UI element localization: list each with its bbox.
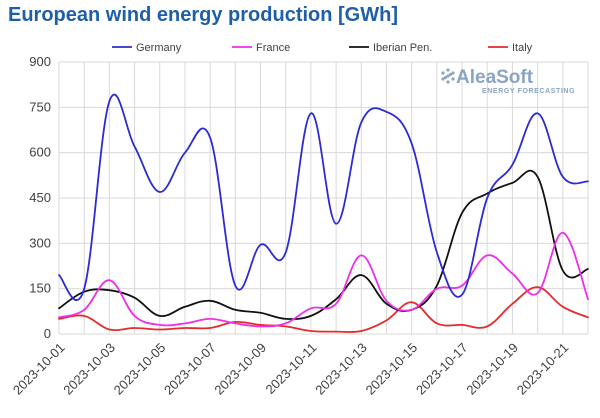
x-tick-label: 2023-10-05	[111, 340, 169, 398]
series-line-france	[58, 231, 589, 328]
logo-dot	[451, 71, 455, 75]
logo-dot	[446, 80, 450, 84]
y-tick-label: 300	[29, 235, 51, 250]
y-tick-label: 600	[29, 145, 51, 160]
x-tick-label: 2023-10-09	[211, 340, 269, 398]
logo-dot	[441, 77, 445, 81]
y-tick-label: 150	[29, 281, 51, 296]
logo-dot	[441, 71, 445, 75]
logo-dot	[451, 77, 455, 81]
y-tick-label: 750	[29, 99, 51, 114]
x-axis-ticks: 2023-10-012023-10-032023-10-052023-10-07…	[10, 340, 571, 398]
x-tick-label: 2023-10-03	[60, 340, 118, 398]
logo-dot	[448, 72, 453, 77]
y-axis-ticks: 0 150 300 450 600 750 900	[29, 54, 51, 341]
y-tick-label: 0	[44, 326, 51, 341]
logo-dot	[443, 75, 448, 80]
x-tick-label: 2023-10-21	[514, 340, 572, 398]
x-tick-label: 2023-10-11	[263, 340, 320, 397]
logo-brand: AleaSoft	[456, 67, 534, 88]
logo-tagline: ENERGY FORECASTING	[482, 88, 575, 95]
x-tick-label: 2023-10-07	[161, 340, 219, 398]
series-lines	[58, 93, 589, 333]
x-tick-label: 2023-10-15	[363, 340, 421, 398]
logo-dot	[446, 74, 450, 78]
legend-label: Germany	[136, 42, 182, 54]
legend-label: Iberian Pen.	[373, 42, 432, 54]
x-tick-label: 2023-10-13	[312, 340, 370, 398]
y-tick-label: 900	[29, 54, 51, 69]
logo-dot	[446, 68, 450, 72]
series-line-germany	[58, 93, 589, 301]
x-tick-label: 2023-10-17	[413, 340, 471, 398]
legend: Germany France Iberian Pen. Italy	[112, 42, 533, 54]
legend-label: France	[256, 42, 290, 54]
x-tick-label: 2023-10-19	[463, 340, 521, 398]
x-tick-label: 2023-10-01	[10, 340, 68, 398]
series-line-iberian-pen	[58, 169, 589, 321]
y-tick-label: 450	[29, 190, 51, 205]
grid	[58, 61, 589, 335]
chart-title: European wind energy production [GWh]	[8, 4, 398, 26]
series-line-italy	[58, 286, 589, 333]
legend-label: Italy	[512, 42, 533, 54]
